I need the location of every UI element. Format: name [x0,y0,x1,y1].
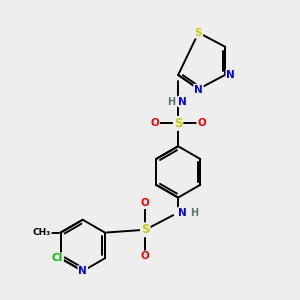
Text: N: N [178,208,187,218]
Text: O: O [141,251,150,261]
Text: H: H [190,208,199,218]
Text: H: H [167,97,175,106]
Text: Cl: Cl [52,253,63,263]
Text: N: N [194,85,203,94]
Text: O: O [197,118,206,128]
Text: S: S [141,223,150,236]
Text: O: O [141,198,150,208]
Text: N: N [178,97,187,106]
Text: N: N [78,266,87,276]
Text: S: S [174,117,182,130]
Text: N: N [226,70,235,80]
Text: O: O [150,118,159,128]
Text: S: S [195,28,202,38]
Text: CH₃: CH₃ [33,228,51,237]
